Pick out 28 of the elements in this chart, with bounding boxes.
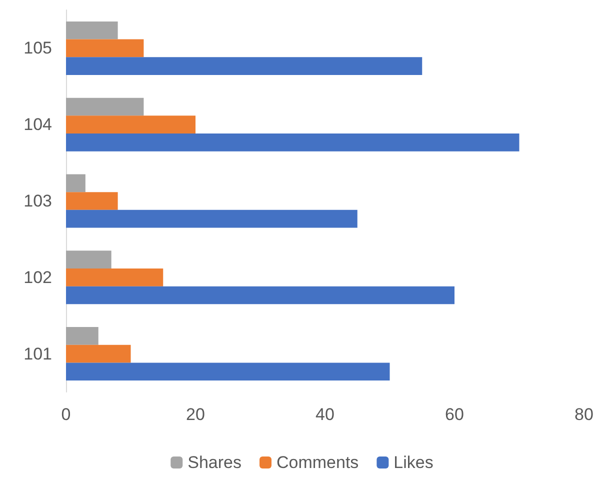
y-tick-label: 102: [24, 268, 52, 287]
x-tick-label: 20: [186, 405, 205, 424]
legend-label: Likes: [394, 453, 434, 472]
bar: [66, 192, 118, 210]
bar: [66, 327, 98, 345]
bar: [66, 268, 164, 286]
bar: [66, 134, 520, 152]
bar: [66, 210, 358, 228]
y-tick-label: 104: [24, 115, 52, 134]
legend-label: Comments: [276, 453, 359, 472]
legend-label: Shares: [188, 453, 242, 472]
bar: [66, 250, 112, 268]
bar: [66, 57, 422, 75]
y-tick-label: 103: [24, 192, 52, 210]
bar: [66, 344, 131, 363]
bar: [66, 174, 86, 192]
bar: [66, 286, 454, 304]
x-tick-label: 40: [316, 405, 334, 424]
y-tick-label: 101: [24, 344, 52, 364]
bar: [66, 21, 118, 40]
bar: [66, 39, 144, 58]
x-tick-label: 0: [61, 405, 71, 424]
y-tick-label: 105: [24, 38, 52, 58]
x-tick-label: 60: [445, 405, 464, 424]
bar: [66, 116, 196, 134]
bar: [66, 98, 144, 116]
x-tick-label: 80: [574, 405, 594, 424]
bar: [66, 362, 390, 381]
